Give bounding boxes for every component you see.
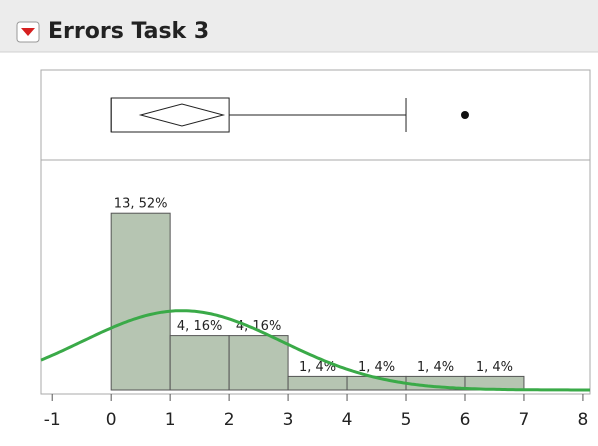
chart-title: Errors Task 3 [48, 19, 209, 44]
x-tick-label: 2 [224, 410, 235, 430]
x-tick-label: 4 [342, 410, 353, 430]
value-label: 13, 52% [114, 197, 168, 212]
value-label: 1, 4% [358, 360, 395, 375]
disclosure-icon [21, 28, 35, 36]
bar [110, 212, 171, 391]
value-label: 1, 4% [299, 360, 336, 375]
x-tick-label: 5 [401, 410, 412, 430]
value-label: 4, 16% [236, 319, 281, 334]
header-bar [0, 0, 598, 52]
value-label: 4, 16% [177, 319, 222, 334]
bar [228, 335, 289, 391]
x-tick-label: 6 [460, 410, 471, 430]
outlier [460, 111, 469, 119]
x-tick-label: 3 [283, 410, 294, 430]
x-tick-label: 7 [519, 410, 530, 430]
x-tick-label: -1 [44, 410, 61, 430]
value-label: 1, 4% [476, 360, 513, 375]
bar [169, 335, 230, 391]
box [110, 97, 230, 133]
x-tick-label: 1 [165, 410, 176, 430]
plot-frame [40, 69, 591, 395]
normal-curve [40, 309, 590, 392]
x-tick-label: 0 [106, 410, 117, 430]
value-label: 1, 4% [417, 360, 454, 375]
mean-diamond [138, 103, 226, 127]
x-tick-label: 8 [578, 410, 589, 430]
bar [287, 375, 348, 391]
